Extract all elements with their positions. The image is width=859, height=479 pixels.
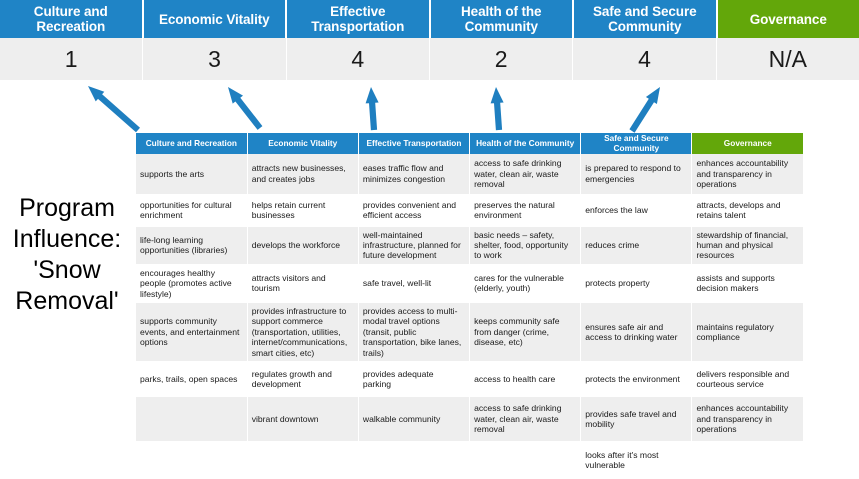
matrix-cell: access to safe drinking water, clean air…	[470, 396, 581, 441]
matrix-cell-empty	[358, 441, 469, 478]
matrix-col-header-health-of-the-community: Health of the Community	[470, 133, 581, 154]
matrix-cell: parks, trails, open spaces	[136, 361, 247, 396]
scorecard-value-culture-and-recreation: 1	[0, 38, 143, 80]
matrix-cell: life-long learning opportunities (librar…	[136, 226, 247, 264]
scorecard-value-effective-transportation: 4	[287, 38, 430, 80]
matrix-cell: stewardship of financial, human and phys…	[692, 226, 803, 264]
matrix-cell-empty	[136, 441, 247, 478]
matrix-cell: enhances accountability and transparency…	[692, 396, 803, 441]
matrix-cell: enhances accountability and transparency…	[692, 154, 803, 194]
matrix-cell: vibrant downtown	[247, 396, 358, 441]
matrix-cell: delivers responsible and courteous servi…	[692, 361, 803, 396]
matrix-cell: basic needs – safety, shelter, food, opp…	[470, 226, 581, 264]
scorecard-header-safe-and-secure-community: Safe and Secure Community	[574, 0, 718, 38]
matrix-col-header-governance: Governance	[692, 133, 803, 154]
matrix-cell: supports community events, and entertain…	[136, 302, 247, 361]
matrix-cell: eases traffic flow and minimizes congest…	[358, 154, 469, 194]
matrix-cell: helps retain current businesses	[247, 194, 358, 226]
arrow-effective-transportation-icon	[366, 87, 379, 130]
matrix-cell: reduces crime	[581, 226, 692, 264]
matrix-cell-empty	[470, 441, 581, 478]
matrix-row: supports community events, and entertain…	[136, 302, 803, 361]
matrix-cell: is prepared to respond to emergencies	[581, 154, 692, 194]
scorecard-header-effective-transportation: Effective Transportation	[287, 0, 431, 38]
matrix-cell: provides adequate parking	[358, 361, 469, 396]
matrix-cell: ensures safe air and access to drinking …	[581, 302, 692, 361]
arrow-safe-and-secure-community-icon	[629, 87, 660, 133]
matrix-cell: protects property	[581, 264, 692, 302]
matrix-col-header-safe-and-secure-community: Safe and Secure Community	[581, 133, 692, 154]
matrix-col-header-economic-vitality: Economic Vitality	[247, 133, 358, 154]
matrix-cell: safe travel, well-lit	[358, 264, 469, 302]
program-influence-caption: Program Influence: 'Snow Removal'	[4, 193, 130, 317]
matrix-cell: cares for the vulnerable (elderly, youth…	[470, 264, 581, 302]
matrix-cell-empty	[692, 441, 803, 478]
matrix-cell: well-maintained infrastructure, planned …	[358, 226, 469, 264]
arrow-layer	[0, 78, 859, 134]
matrix-cell: enforces the law	[581, 194, 692, 226]
matrix-cell: develops the workforce	[247, 226, 358, 264]
arrows-svg	[0, 78, 859, 134]
matrix-cell-empty	[247, 441, 358, 478]
matrix-cell: opportunities for cultural enrichment	[136, 194, 247, 226]
matrix-cell: walkable community	[358, 396, 469, 441]
matrix-cell: maintains regulatory compliance	[692, 302, 803, 361]
scorecard-value-health-of-the-community: 2	[430, 38, 573, 80]
scorecard-header-culture-and-recreation: Culture and Recreation	[0, 0, 144, 38]
matrix-cell: preserves the natural environment	[470, 194, 581, 226]
matrix-cell: supports the arts	[136, 154, 247, 194]
matrix-cell: attracts, develops and retains talent	[692, 194, 803, 226]
matrix-col-header-effective-transportation: Effective Transportation	[358, 133, 469, 154]
matrix-cell: provides convenient and efficient access	[358, 194, 469, 226]
matrix-cell: looks after it's most vulnerable	[581, 441, 692, 478]
arrow-economic-vitality-icon	[228, 87, 262, 130]
matrix-cell: attracts new businesses, and creates job…	[247, 154, 358, 194]
matrix-row: encourages healthy people (promotes acti…	[136, 264, 803, 302]
matrix-row: looks after it's most vulnerable	[136, 441, 803, 478]
scorecard-value-safe-and-secure-community: 4	[573, 38, 716, 80]
matrix-col-header-culture-and-recreation: Culture and Recreation	[136, 133, 247, 154]
scorecard-header-economic-vitality: Economic Vitality	[144, 0, 288, 38]
matrix-cell: provides infrastructure to support comme…	[247, 302, 358, 361]
matrix-cell: provides safe travel and mobility	[581, 396, 692, 441]
matrix-cell: access to safe drinking water, clean air…	[470, 154, 581, 194]
scorecard-header-health-of-the-community: Health of the Community	[431, 0, 575, 38]
matrix-cell: access to health care	[470, 361, 581, 396]
matrix-cell: protects the environment	[581, 361, 692, 396]
matrix-cell: keeps community safe from danger (crime,…	[470, 302, 581, 361]
scorecard-value-governance: N/A	[717, 38, 859, 80]
matrix-cell: encourages healthy people (promotes acti…	[136, 264, 247, 302]
scorecard-value-economic-vitality: 3	[143, 38, 286, 80]
matrix-cell-empty	[136, 396, 247, 441]
matrix-cell: regulates growth and development	[247, 361, 358, 396]
arrow-health-of-the-community-icon	[491, 87, 504, 130]
matrix-cell: assists and supports decision makers	[692, 264, 803, 302]
matrix-cell: attracts visitors and tourism	[247, 264, 358, 302]
matrix-row: life-long learning opportunities (librar…	[136, 226, 803, 264]
scorecard-header-governance: Governance	[718, 0, 859, 38]
arrow-culture-and-recreation-icon	[88, 86, 140, 132]
matrix-cell: provides access to multi-modal travel op…	[358, 302, 469, 361]
